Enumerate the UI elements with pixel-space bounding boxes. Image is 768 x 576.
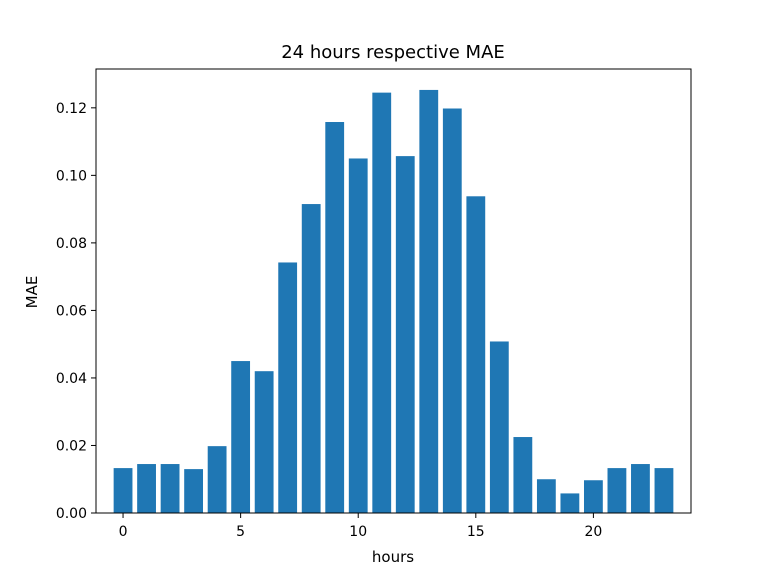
x-tick-label: 20 (584, 524, 602, 540)
x-tick-label: 0 (119, 524, 128, 540)
bar-hour-15 (466, 196, 486, 513)
bar-hour-17 (513, 437, 533, 513)
x-tick-label: 10 (349, 524, 367, 540)
bar-hour-3 (184, 469, 204, 513)
x-tick-label: 15 (467, 524, 485, 540)
bar-hour-10 (348, 158, 368, 513)
y-tick-label: 0.04 (56, 371, 87, 387)
plot-frame (95, 68, 692, 514)
bar-hour-12 (395, 156, 415, 513)
bar-hour-14 (442, 108, 462, 513)
y-tick-label: 0.10 (56, 168, 87, 184)
bar-hour-16 (489, 341, 509, 513)
x-tick-label: 5 (236, 524, 245, 540)
bar-hour-5 (231, 361, 251, 513)
y-tick-label: 0.06 (56, 303, 87, 319)
y-axis: 0.00 0.02 0.04 0.06 0.08 0.10 0.12 (56, 101, 96, 522)
bar-hour-6 (254, 371, 274, 513)
bar-hour-9 (325, 122, 345, 513)
bar-hour-18 (536, 479, 556, 513)
x-axis-label: hours (372, 548, 414, 566)
bar-hour-7 (278, 262, 298, 513)
bar-hour-20 (583, 480, 603, 513)
x-axis: 0 5 10 15 20 (119, 513, 602, 540)
bar-hour-23 (654, 468, 674, 513)
bar-hour-0 (113, 468, 133, 513)
y-axis-label: MAE (23, 276, 41, 309)
bar-hour-19 (560, 493, 580, 513)
bar-hour-22 (631, 464, 650, 513)
y-tick-label: 0.12 (56, 101, 87, 117)
bars-group (113, 89, 674, 513)
bar-hour-8 (301, 204, 321, 513)
bar-hour-13 (419, 89, 439, 513)
bar-hour-11 (372, 92, 392, 513)
bar-hour-21 (607, 468, 627, 513)
bar-hour-1 (137, 464, 156, 513)
bar-hour-4 (207, 446, 227, 513)
y-tick-label: 0.08 (56, 236, 87, 252)
bar-hour-2 (160, 464, 180, 513)
y-tick-label: 0.00 (56, 506, 87, 522)
y-tick-label: 0.02 (56, 438, 87, 454)
chart-title: 24 hours respective MAE (281, 42, 505, 63)
